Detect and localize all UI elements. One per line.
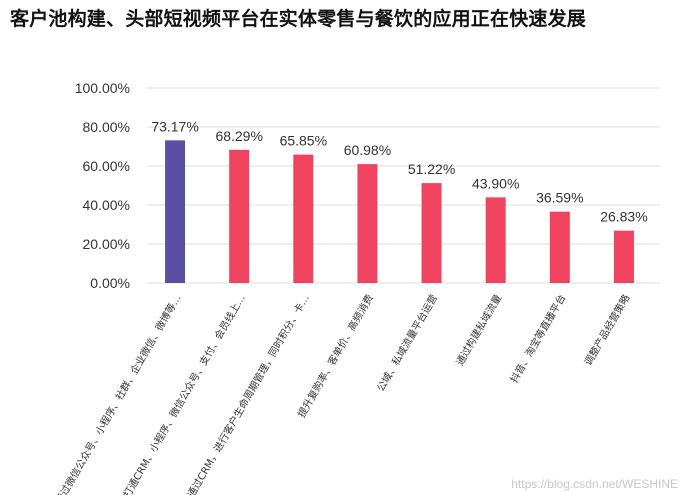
x-tick-label: 打通CRM、小程序、微信公众号、支付、会员线上… bbox=[120, 292, 248, 495]
bar bbox=[421, 183, 442, 283]
grid-lines bbox=[147, 87, 660, 284]
bar bbox=[229, 149, 250, 283]
y-tick-label: 20.00% bbox=[83, 236, 130, 252]
x-tick-label: 调整产品经营策略 bbox=[581, 292, 632, 368]
bar bbox=[613, 230, 634, 283]
x-tick-label: 提升复购率、客单价、高频消费 bbox=[295, 292, 376, 420]
page-title: 客户池构建、头部短视频平台在实体零售与餐饮的应用正在快速发展 bbox=[10, 8, 587, 30]
data-label: 43.90% bbox=[472, 175, 519, 191]
y-tick-label: 60.00% bbox=[83, 158, 130, 174]
bar bbox=[549, 211, 570, 283]
bar bbox=[485, 197, 506, 283]
data-label: 68.29% bbox=[215, 128, 262, 144]
x-tick-label: 抖音、淘宝等直播平台 bbox=[507, 292, 568, 385]
data-label: 51.22% bbox=[408, 161, 455, 177]
y-axis-tick-labels: 0.00% 20.00% 40.00% 60.00% 80.00% 100.00% bbox=[75, 80, 130, 291]
x-tick-label: 通过构建私域流量 bbox=[453, 292, 504, 368]
bars bbox=[165, 140, 634, 283]
y-tick-label: 100.00% bbox=[75, 80, 130, 96]
data-labels: 73.17% 68.29% 65.85% 60.98% 51.22% 43.90% 36.5… bbox=[151, 118, 647, 224]
y-tick-label: 0.00% bbox=[90, 275, 130, 291]
bar bbox=[357, 164, 378, 283]
x-tick-label: 通过微信公众号、小程序、社群、企业微信、微博等… bbox=[52, 292, 183, 495]
bar bbox=[293, 154, 314, 283]
bar bbox=[165, 140, 186, 283]
data-label: 26.83% bbox=[600, 209, 647, 225]
x-axis-category-labels: 通过微信公众号、小程序、社群、企业微信、微博等…打通CRM、小程序、微信公众号、… bbox=[52, 292, 632, 495]
x-tick-label: 公域、私域流量平台运营 bbox=[374, 292, 440, 394]
data-label: 73.17% bbox=[151, 118, 198, 134]
data-label: 60.98% bbox=[344, 142, 391, 158]
x-tick-label: 通过CRM，进行客户生命周期管理，同时积分、卡… bbox=[184, 292, 312, 495]
y-tick-label: 40.00% bbox=[83, 197, 130, 213]
watermark: https://blog.csdn.net/WESHINE bbox=[511, 477, 678, 491]
y-tick-label: 80.00% bbox=[83, 119, 130, 135]
data-label: 65.85% bbox=[280, 133, 327, 149]
data-label: 36.59% bbox=[536, 190, 583, 206]
